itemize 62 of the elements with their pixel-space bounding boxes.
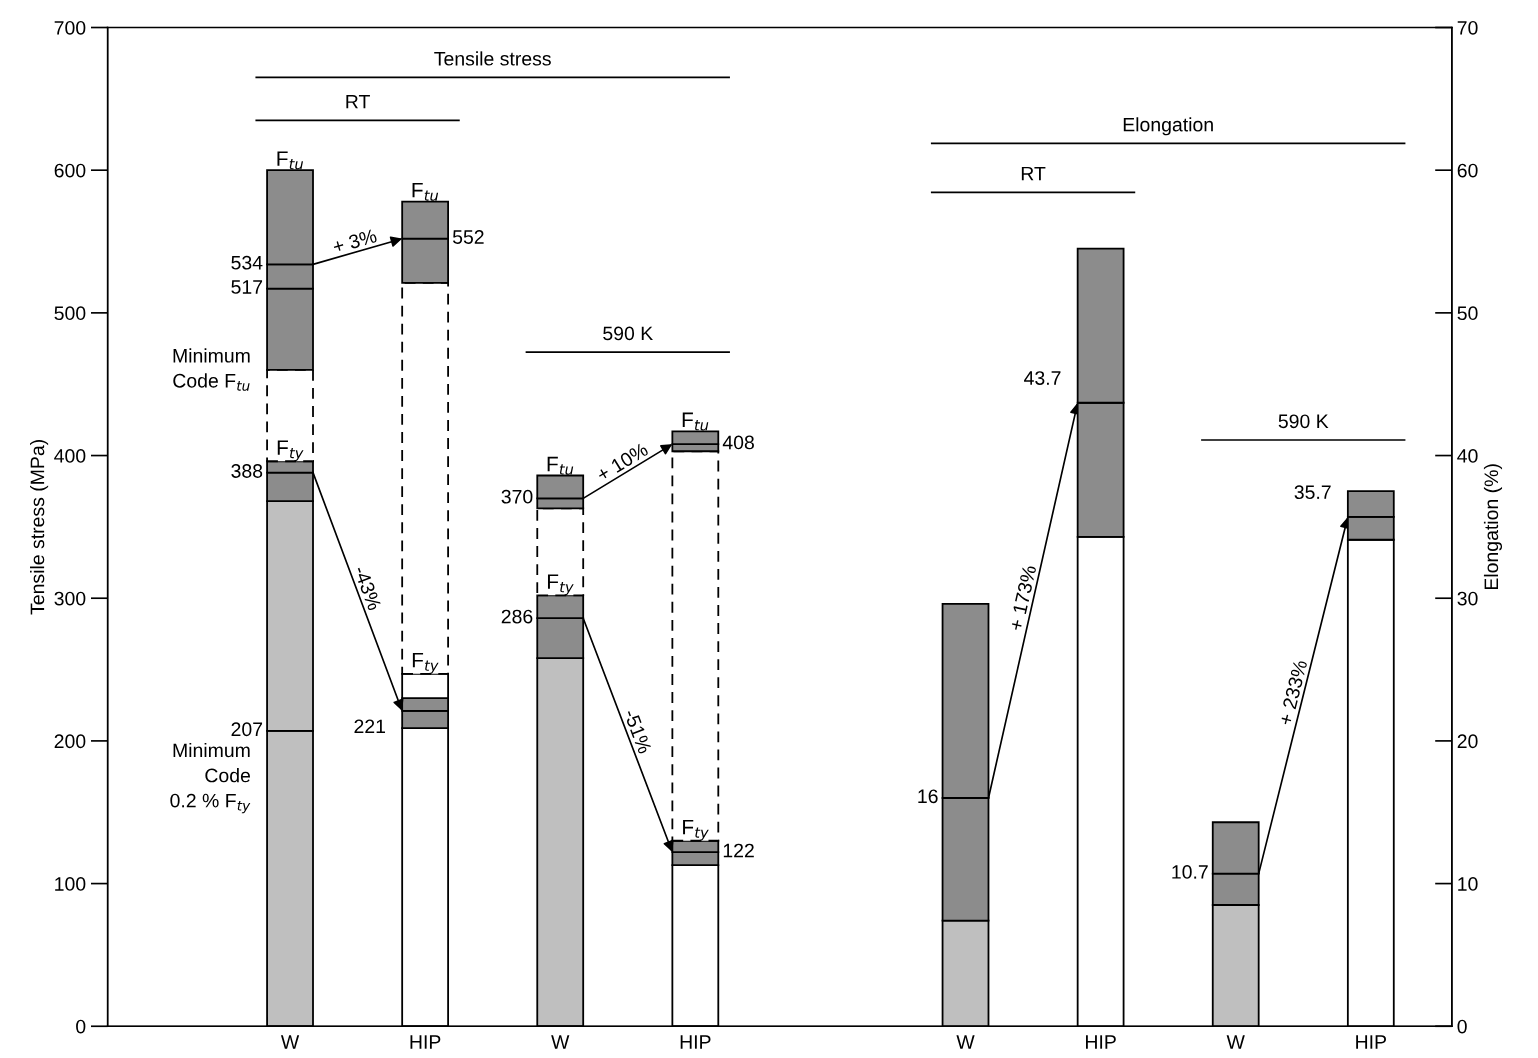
x-tick-label: W — [1226, 1035, 1245, 1049]
annotation: + 10% — [595, 442, 649, 482]
y-tick-label: 300 — [54, 591, 86, 606]
x-tick-label: HIP — [680, 1035, 711, 1049]
annotation: 122 — [723, 843, 754, 858]
y2-tick-label: 10 — [1458, 877, 1478, 891]
annotation: -51% — [623, 708, 652, 755]
annotation: 388 — [231, 464, 263, 478]
annotation: 408 — [722, 435, 754, 450]
y2-axis-title: Elongation (%) — [1483, 464, 1503, 590]
y-tick-label: 0 — [76, 1019, 86, 1034]
annotation: + 233% — [1278, 659, 1308, 726]
annotation: 590 K — [603, 326, 653, 341]
y2-tick-label: 70 — [1457, 20, 1478, 35]
annotation: F$_{tu}$ — [412, 182, 439, 201]
annotation: 552 — [452, 230, 484, 244]
x-tick-label: HIP — [1356, 1035, 1386, 1049]
y2-tick-label: 60 — [1457, 163, 1478, 178]
annotation: 35.7 — [1294, 485, 1331, 500]
y2-tick-label: 20 — [1457, 734, 1478, 749]
annotation: + 3% — [332, 228, 378, 254]
annotation: 43.7 — [1024, 371, 1061, 385]
annotation: Minimum Code 0.2 % F$_{ty}$ — [170, 742, 251, 814]
annotation: 16 — [918, 789, 938, 804]
annotation: 221 — [354, 719, 386, 734]
annotation: 10.7 — [1172, 865, 1208, 879]
annotation: F$_{tu}$ — [682, 412, 709, 431]
annotation: 370 — [501, 489, 533, 504]
annotation: F$_{ty}$ — [412, 653, 439, 674]
annotation: + 173% — [1008, 564, 1037, 632]
y-tick-label: 200 — [54, 734, 86, 749]
annotation: 534 — [231, 255, 263, 270]
y2-tick-label: 30 — [1457, 591, 1478, 606]
annotation: 517 — [231, 280, 263, 294]
annotation: F$_{tu}$ — [547, 456, 574, 475]
y2-tick-label: 50 — [1457, 306, 1478, 321]
annotation: RT — [346, 94, 370, 109]
annotation: F$_{ty}$ — [683, 819, 709, 841]
y-axis-title: Tensile stress (MPa) — [30, 440, 49, 615]
annotation: F$_{ty}$ — [547, 574, 574, 596]
annotation: RT — [1021, 166, 1046, 181]
y2-tick-label: 40 — [1457, 449, 1478, 463]
annotation: F$_{tu}$ — [277, 151, 303, 170]
x-tick-label: HIP — [1086, 1035, 1116, 1049]
x-tick-label: W — [280, 1035, 300, 1049]
annotation: 590 K — [1278, 414, 1329, 429]
y-tick-label: 100 — [55, 877, 86, 891]
x-tick-label: W — [956, 1035, 975, 1049]
x-tick-label: HIP — [410, 1035, 441, 1049]
y-tick-label: 600 — [54, 163, 86, 178]
annotation: 286 — [501, 609, 533, 624]
y-tick-label: 500 — [54, 306, 86, 321]
annotation: Tensile stress — [434, 51, 551, 66]
annotation: 207 — [231, 722, 263, 737]
y-tick-label: 700 — [54, 20, 86, 35]
x-tick-label: W — [551, 1035, 570, 1049]
annotation: Elongation — [1123, 117, 1213, 136]
annotation: -43% — [353, 565, 382, 612]
y2-tick-label: 0 — [1457, 1019, 1467, 1034]
annotation: F$_{ty}$ — [277, 440, 304, 462]
y-tick-label: 400 — [54, 449, 86, 463]
annotation: Minimum Code F$_{tu}$ — [173, 348, 250, 391]
